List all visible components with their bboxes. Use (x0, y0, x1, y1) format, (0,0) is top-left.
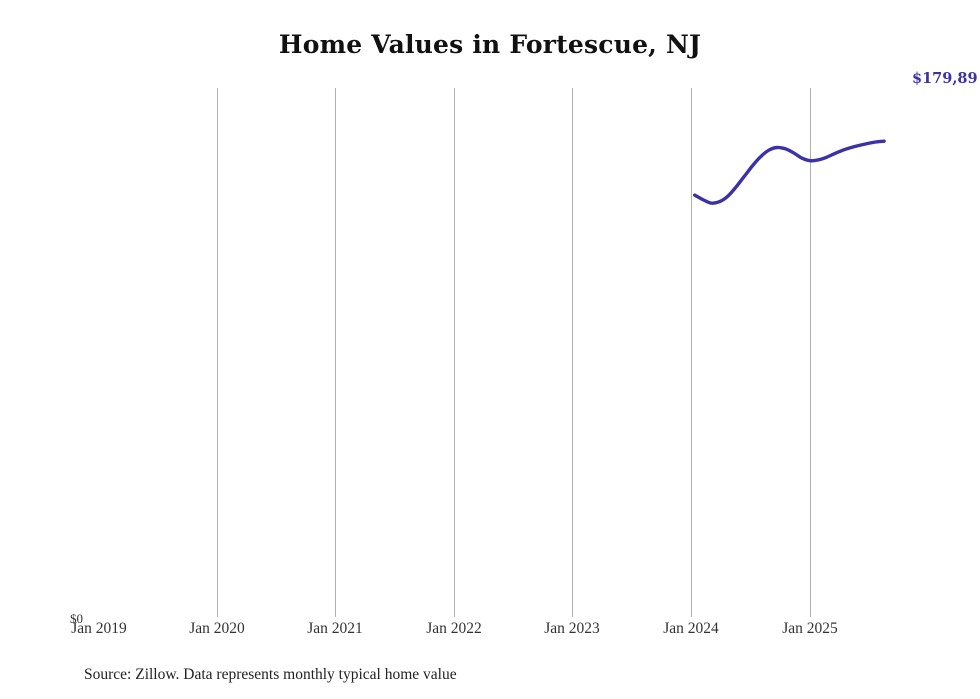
line-series-layer (693, 139, 886, 205)
x-tick-jan-2024: Jan 2024 (663, 620, 719, 637)
x-tick-jan-2020: Jan 2020 (189, 620, 245, 637)
x-tick-jan-2025: Jan 2025 (782, 620, 838, 637)
y-axis-zero-label: $0 (70, 611, 83, 626)
end-value-label: $179,89 (912, 70, 978, 87)
plot-area (60, 72, 960, 617)
x-axis-tick-labels: Jan 2019 Jan 2020 Jan 2021 Jan 2022 Jan … (0, 620, 980, 642)
gridline-jan-2023 (691, 88, 692, 617)
gridline-jan-2024 (810, 88, 811, 617)
home-value-line (693, 139, 886, 205)
x-tick-jan-2022: Jan 2022 (426, 620, 482, 637)
gridline-jan-2022 (572, 88, 573, 617)
gridline-jan-2020 (335, 88, 336, 617)
x-tick-jan-2021: Jan 2021 (307, 620, 363, 637)
chart-title: Home Values in Fortescue, NJ (278, 30, 702, 59)
x-tick-jan-2019: Jan 2019 (71, 620, 127, 637)
source-note: Source: Zillow. Data represents monthly … (84, 666, 457, 683)
x-tick-jan-2023: Jan 2023 (544, 620, 600, 637)
gridline-jan-2019 (217, 88, 218, 617)
gridline-jan-2021 (454, 88, 455, 617)
